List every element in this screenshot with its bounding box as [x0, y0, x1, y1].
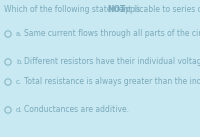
Text: a.: a. [16, 31, 22, 36]
Text: Total resistance is always greater than the individual resistance.: Total resistance is always greater than … [24, 78, 200, 86]
Text: Which of the following statement is: Which of the following statement is [4, 5, 142, 14]
Text: Different resistors have their individual voltage drops.: Different resistors have their individua… [24, 58, 200, 66]
Text: NOT: NOT [108, 5, 126, 14]
Text: c.: c. [16, 79, 22, 85]
Text: b.: b. [16, 58, 22, 65]
Text: Same current flows through all parts of the circuit.: Same current flows through all parts of … [24, 29, 200, 38]
Text: Conductances are additive.: Conductances are additive. [24, 105, 129, 115]
Text: d.: d. [16, 106, 22, 112]
Text: applicable to series circuit?: applicable to series circuit? [118, 5, 200, 14]
